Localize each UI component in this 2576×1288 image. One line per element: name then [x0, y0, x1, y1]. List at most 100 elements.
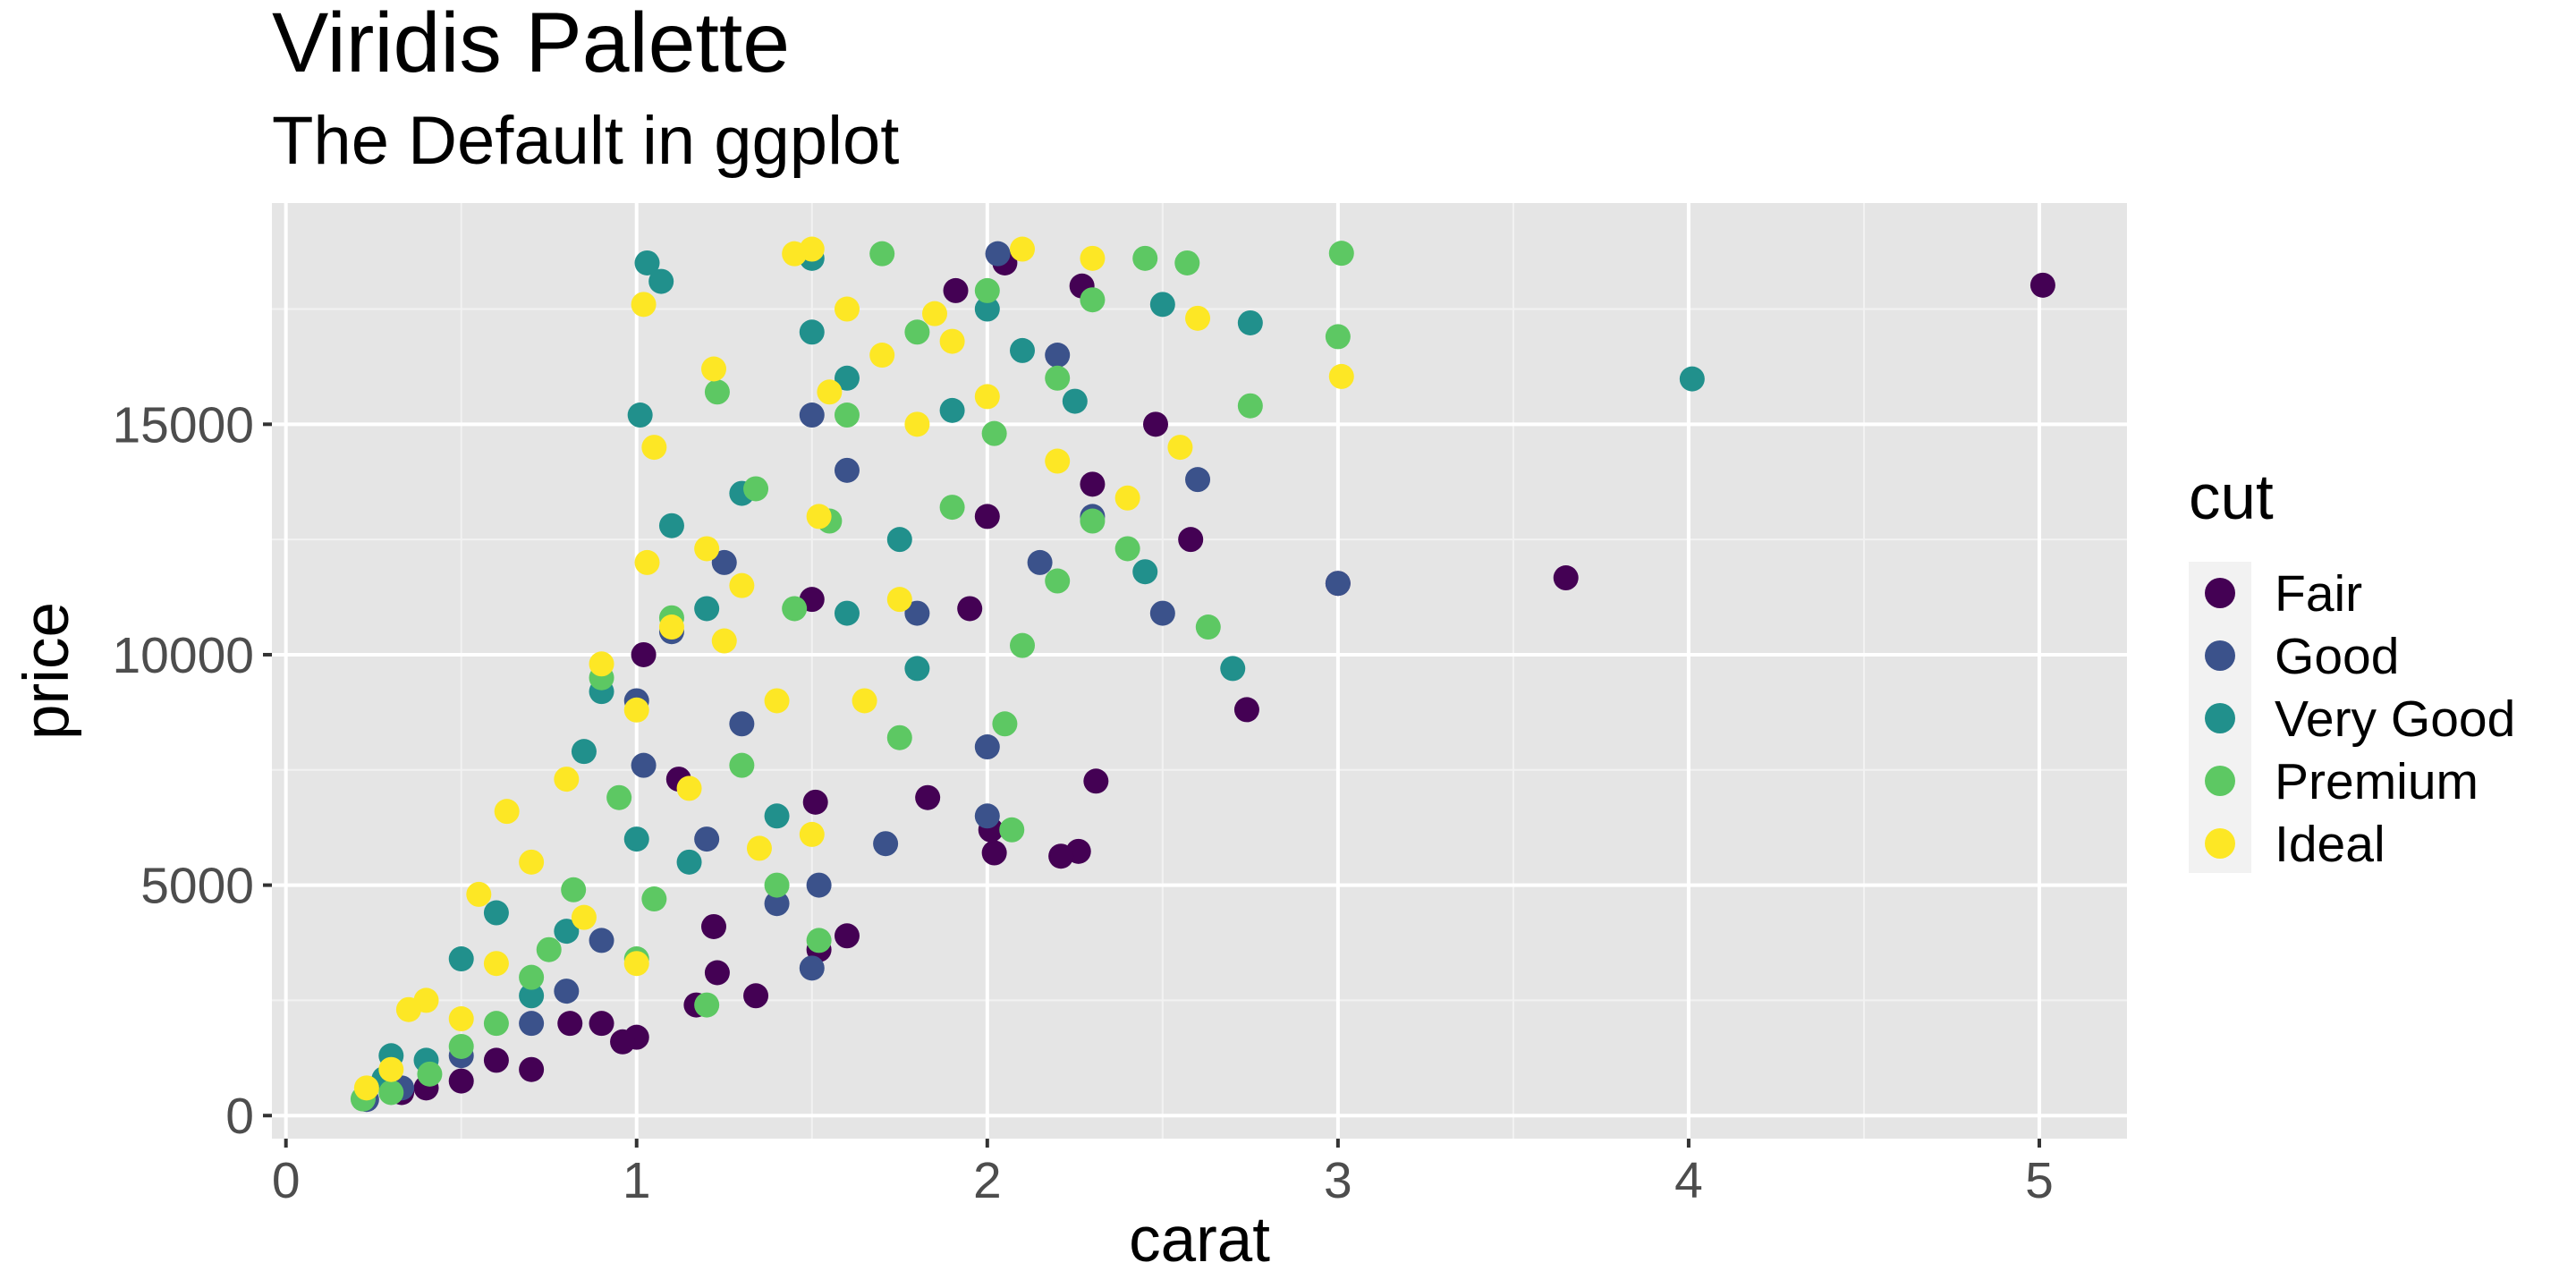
point-premium [992, 711, 1018, 737]
point-premium [1325, 324, 1351, 350]
point-ideal [799, 821, 825, 847]
y-axis: 0 5000 10000 15000 [112, 396, 272, 1145]
legend-key-premium [2205, 766, 2235, 796]
point-ideal [1167, 435, 1193, 461]
point-premium [1080, 287, 1106, 313]
point-ideal [1010, 236, 1036, 262]
point-premium [729, 752, 755, 778]
point-good [799, 955, 825, 981]
x-tick-label: 3 [1324, 1152, 1352, 1209]
point-premium [1010, 632, 1036, 658]
point-ideal [1114, 485, 1140, 511]
point-fair [700, 913, 726, 939]
point-fair [2029, 272, 2055, 298]
point-good [729, 711, 755, 737]
point-good [974, 803, 1000, 829]
point-good [519, 1011, 545, 1037]
point-premium [1045, 365, 1071, 391]
point-fair [943, 277, 969, 303]
point-good [904, 600, 930, 626]
legend-label: Premium [2275, 753, 2479, 810]
point-fair [1048, 843, 1074, 869]
point-ideal [869, 343, 895, 369]
point-good [1185, 467, 1211, 493]
point-premium [417, 1061, 443, 1087]
plot-panel [272, 203, 2127, 1139]
point-very-good [448, 946, 474, 972]
point-premium [782, 596, 808, 622]
point-premium [1114, 536, 1140, 562]
point-fair [519, 1056, 545, 1082]
point-premium [519, 964, 545, 990]
point-very-good [519, 983, 545, 1009]
point-ideal [589, 651, 614, 677]
point-premium [1132, 245, 1158, 271]
point-ideal [806, 504, 832, 530]
point-premium [378, 1080, 404, 1106]
legend-label: Ideal [2275, 816, 2385, 873]
point-ideal [658, 614, 684, 640]
point-good [764, 891, 790, 917]
point-premium [974, 277, 1000, 303]
point-ideal [1185, 305, 1211, 331]
data-points [350, 236, 2055, 1113]
point-good [1149, 600, 1175, 626]
point-ideal [353, 1075, 379, 1101]
point-very-good [799, 319, 825, 345]
x-tick-label: 1 [623, 1152, 651, 1209]
point-fair [1553, 565, 1579, 591]
chart-subtitle: The Default in ggplot [272, 103, 899, 179]
point-ideal [395, 996, 421, 1022]
point-ideal [799, 236, 825, 262]
legend-label: Fair [2275, 565, 2362, 623]
point-premium [704, 379, 730, 405]
point-fair [1083, 768, 1109, 794]
point-premium [904, 319, 930, 345]
point-premium [1174, 250, 1200, 275]
point-premium [764, 872, 790, 898]
point-ideal [834, 296, 860, 322]
point-ideal [466, 881, 492, 907]
point-ideal [1045, 448, 1071, 474]
x-tick-label: 4 [1674, 1152, 1703, 1209]
point-very-good [658, 513, 684, 538]
point-ideal [448, 1006, 474, 1032]
point-ideal [1080, 245, 1106, 271]
point-premium [806, 928, 832, 953]
point-very-good [1679, 366, 1705, 392]
point-premium [743, 476, 769, 502]
point-ideal [494, 799, 520, 825]
point-good [1045, 343, 1071, 369]
point-very-good [1237, 309, 1263, 335]
point-ideal [554, 767, 580, 792]
point-very-good [627, 402, 653, 428]
legend-key-fair [2205, 578, 2235, 608]
point-good [631, 752, 657, 778]
y-tick-label: 5000 [140, 858, 254, 915]
point-ideal [817, 379, 843, 405]
point-fair [631, 641, 657, 667]
point-fair [704, 960, 730, 986]
point-premium [1045, 568, 1071, 594]
point-very-good [1010, 337, 1036, 363]
point-fair [915, 784, 941, 810]
point-ideal [852, 688, 877, 714]
point-ideal [483, 951, 509, 977]
point-very-good [1132, 559, 1158, 585]
x-axis-title: carat [1129, 1205, 1270, 1275]
point-ideal [623, 697, 649, 723]
point-fair [610, 1029, 636, 1055]
point-fair [974, 504, 1000, 530]
point-premium [1237, 393, 1263, 419]
point-very-good [634, 250, 660, 275]
point-ideal [886, 587, 912, 613]
point-premium [536, 936, 562, 962]
point-ideal [694, 536, 720, 562]
point-premium [483, 1011, 509, 1037]
point-very-good [764, 803, 790, 829]
point-fair [1178, 527, 1204, 553]
point-very-good [694, 596, 720, 622]
point-very-good [554, 919, 580, 945]
point-fair [834, 923, 860, 949]
